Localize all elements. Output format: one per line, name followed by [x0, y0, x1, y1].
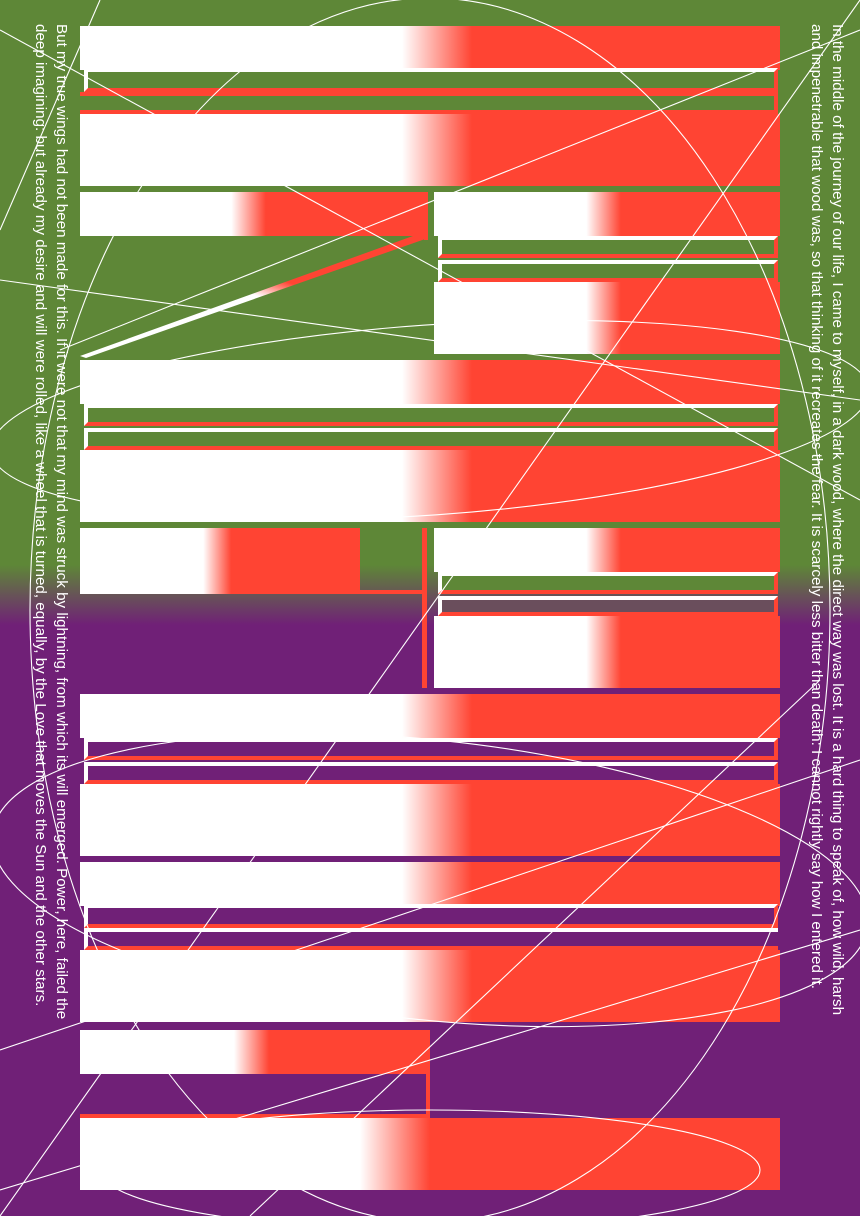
- outline-bar: [438, 236, 778, 258]
- lower-ellipse: [0, 732, 860, 1028]
- diagonal-line: [249, 679, 821, 1216]
- diagonal-line: [0, 29, 860, 501]
- diagonal-line: [59, 29, 860, 351]
- outline-bar: [84, 928, 778, 950]
- gradient-bar: [80, 450, 780, 522]
- gradient-bar: [80, 1030, 430, 1074]
- gradient-bar: [80, 950, 780, 1022]
- left-text-line-1: But my true wings had not been made for …: [53, 24, 70, 1020]
- gradient-bar: [80, 192, 424, 236]
- outline-bar: [84, 68, 778, 92]
- outline-bar: [438, 596, 778, 616]
- outer-ellipse: [29, 0, 831, 1216]
- outline-bar: [84, 428, 778, 450]
- red-connector: [356, 590, 424, 594]
- outline-bar: [80, 92, 778, 114]
- gradient-bar: [434, 282, 780, 354]
- gradient-bar: [434, 528, 780, 572]
- red-connector: [356, 528, 360, 594]
- diagonal-line: [0, 929, 860, 1191]
- diagonal-line: [0, 759, 860, 1051]
- diagonal-line: [0, 0, 101, 231]
- divider-line: [424, 192, 428, 240]
- diagonal-line: [0, 279, 860, 401]
- outline-bar: [84, 904, 778, 928]
- right-text-column: In the middle of the journey of our life…: [806, 24, 848, 1015]
- upper-ellipse: [0, 319, 860, 521]
- gradient-bar: [80, 360, 780, 404]
- right-text-line-1: In the middle of the journey of our life…: [829, 24, 846, 1016]
- gradient-bar: [434, 616, 780, 688]
- gradient-bar: [80, 694, 780, 738]
- gradient-bar: [434, 192, 780, 236]
- divider-line: [422, 528, 427, 688]
- outline-bar: [438, 572, 778, 594]
- right-text-line-2: and impenetrable that wood was, so that …: [808, 24, 825, 989]
- left-text-line-2: deep imagining: but already my desire an…: [32, 24, 49, 1007]
- left-text-column: But my true wings had not been made for …: [30, 24, 72, 1019]
- diagonal-wedge: [80, 232, 428, 358]
- gradient-bar: [80, 528, 360, 594]
- gradient-bar: [80, 26, 780, 70]
- gradient-bar: [80, 862, 780, 906]
- gradient-bar: [80, 784, 780, 856]
- bottom-ellipse: [99, 1109, 761, 1216]
- outline-bar: [84, 738, 778, 760]
- outline-bar: [84, 404, 778, 426]
- gradient-bar: [80, 114, 780, 186]
